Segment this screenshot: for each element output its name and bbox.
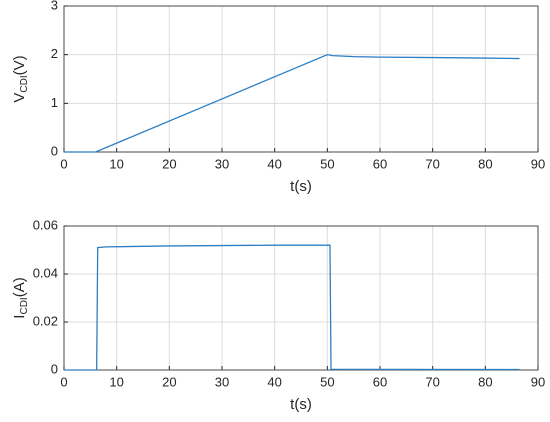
x-tick-label: 10 (109, 156, 123, 171)
x-tick-label: 50 (320, 156, 334, 171)
x-tick-label: 20 (162, 374, 176, 389)
data-line (64, 53, 520, 153)
x-tick-label: 70 (425, 156, 439, 171)
x-tick-label: 80 (478, 156, 492, 171)
x-axis-label: t(s) (290, 396, 312, 413)
data-line (64, 244, 520, 371)
y-tick-label: 2 (51, 46, 58, 61)
x-tick-label: 10 (109, 374, 123, 389)
y-label-sub: CDI (19, 297, 30, 314)
x-tick-label: 0 (60, 374, 67, 389)
x-tick-label: 30 (215, 156, 229, 171)
y-axis-label: ICDI(A) (11, 277, 30, 318)
y-tick-label: 0 (51, 361, 58, 376)
x-tick-label: 50 (320, 374, 334, 389)
x-tick-label: 20 (162, 156, 176, 171)
x-tick-label: 30 (215, 374, 229, 389)
y-tick-label: 0.04 (33, 265, 58, 280)
x-tick-label: 40 (267, 374, 281, 389)
y-label-unit: (V) (11, 55, 28, 75)
plot-area (64, 6, 538, 152)
x-tick-label: 40 (267, 156, 281, 171)
x-axis-label: t(s) (290, 178, 312, 195)
x-tick-label: 90 (531, 156, 545, 171)
y-axis-label: VCDI(V) (11, 55, 30, 102)
x-tick-label: 60 (373, 156, 387, 171)
y-label-main: V (11, 93, 28, 103)
y-label-sub: CDI (19, 75, 30, 92)
x-tick-label: 0 (60, 156, 67, 171)
x-tick-label: 70 (425, 374, 439, 389)
x-tick-label: 80 (478, 374, 492, 389)
y-tick-label: 1 (51, 95, 58, 110)
y-tick-label: 0.02 (33, 313, 58, 328)
plot-area (64, 226, 538, 370)
x-tick-label: 90 (531, 374, 545, 389)
plot-frame (63, 5, 539, 153)
y-label-main: I (11, 315, 28, 319)
y-tick-label: 0.06 (33, 217, 58, 232)
plot-frame (63, 225, 539, 371)
y-tick-label: 3 (51, 0, 58, 12)
y-tick-label: 0 (51, 143, 58, 158)
y-label-unit: (A) (11, 277, 28, 297)
x-tick-label: 60 (373, 374, 387, 389)
